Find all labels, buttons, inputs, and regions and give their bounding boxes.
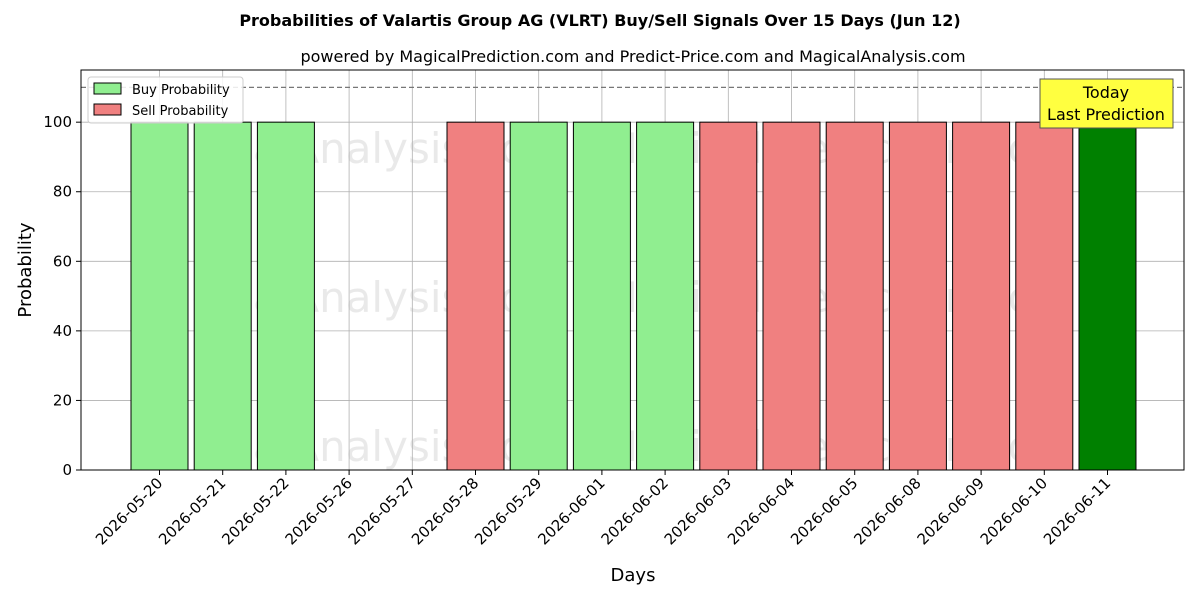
x-ticks: 2026-05-202026-05-212026-05-222026-05-26… — [92, 470, 1114, 548]
x-tick-label: 2026-05-22 — [218, 474, 292, 548]
legend-label-buy: Buy Probability — [132, 83, 230, 98]
x-tick-label: 2026-05-28 — [408, 474, 482, 548]
x-tick-label: 2026-05-21 — [155, 474, 229, 548]
buy-bar-2026-05-21 — [193, 121, 252, 471]
today-annotation: Today Last Prediction — [1039, 78, 1174, 129]
x-tick-label: 2026-06-09 — [914, 474, 988, 548]
buy-bar-2026-06-01 — [572, 121, 631, 471]
buy-bar-2026-06-02 — [636, 121, 695, 471]
legend-swatch-buy — [93, 82, 122, 95]
y-tick-label: 80 — [53, 183, 72, 201]
plot-frame — [80, 69, 1185, 471]
sell-bar-2026-06-09 — [952, 121, 1011, 471]
x-tick-label: 2026-06-03 — [661, 474, 735, 548]
legend-label-sell: Sell Probability — [132, 104, 229, 119]
x-tick-label: 2026-05-20 — [92, 474, 166, 548]
x-tick-label: 2026-06-01 — [534, 474, 608, 548]
buy-bar-2026-05-29 — [509, 121, 568, 471]
y-tick-label: 100 — [43, 113, 72, 131]
x-tick-label: 2026-06-11 — [1040, 474, 1114, 548]
sell-bar-2026-06-10 — [1015, 121, 1074, 471]
sell-bar-2026-05-28 — [446, 121, 505, 471]
y-tick-label: 0 — [62, 461, 72, 479]
legend-box — [87, 76, 244, 124]
buy-bar-2026-05-22 — [256, 121, 315, 471]
today-annotation-line1: Today — [1082, 83, 1129, 102]
x-tick-label: 2026-05-26 — [282, 474, 356, 548]
x-tick-label: 2026-06-02 — [598, 474, 672, 548]
x-tick-label: 2026-05-27 — [345, 474, 419, 548]
sell-bar-2026-06-05 — [825, 121, 884, 471]
y-axis-label: Probability — [15, 222, 36, 317]
buy-bar-2026-05-20 — [130, 121, 189, 471]
y-tick-label: 20 — [53, 391, 72, 409]
x-tick-label: 2026-06-05 — [787, 474, 861, 548]
y-ticks: 0 20 40 60 80 100 — [43, 113, 81, 479]
sell-bar-2026-06-04 — [762, 121, 821, 471]
x-tick-label: 2026-06-10 — [977, 474, 1051, 548]
sell-bar-2026-06-08 — [888, 121, 947, 471]
legend: Buy Probability Sell Probability — [87, 76, 244, 124]
legend-swatch-sell — [93, 103, 122, 116]
bars — [130, 121, 1137, 471]
y-tick-label: 60 — [53, 252, 72, 270]
sell-bar-2026-06-03 — [699, 121, 758, 471]
x-tick-label: 2026-06-04 — [724, 474, 798, 548]
x-tick-label: 2026-05-29 — [471, 474, 545, 548]
y-tick-label: 40 — [53, 322, 72, 340]
today-annotation-line2: Last Prediction — [1047, 105, 1165, 124]
chart-title: Probabilities of Valartis Group AG (VLRT… — [239, 11, 960, 30]
x-tick-label: 2026-06-08 — [850, 474, 924, 548]
today-bar-2026-06-11 — [1078, 121, 1137, 471]
today-annotation-box — [1039, 78, 1174, 129]
x-axis-label: Days — [611, 565, 656, 586]
chart-subtitle: powered by MagicalPrediction.com and Pre… — [300, 47, 965, 66]
